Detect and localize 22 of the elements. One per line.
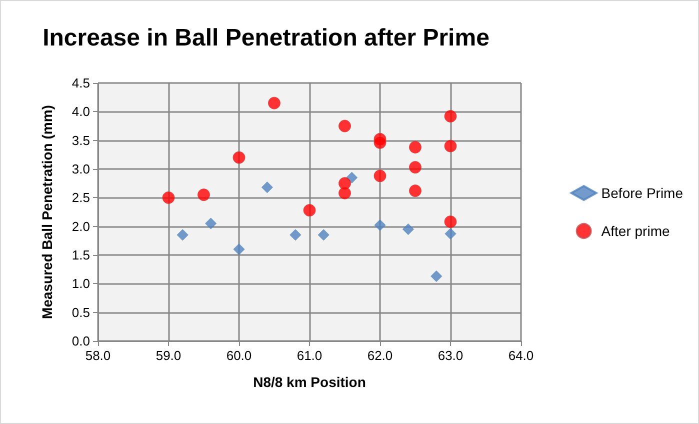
chart-title: Increase in Ball Penetration after Prime (42, 24, 490, 52)
y-axis-title: Measured Ball Penetration (mm) (39, 105, 55, 319)
x-tick-label: 59.0 (156, 348, 182, 363)
y-tick-label: 0.0 (72, 334, 90, 348)
y-tick-label: 1.0 (72, 276, 90, 292)
y-tick-label: 4.5 (72, 76, 90, 90)
legend-label: Before Prime (601, 185, 684, 201)
y-tick-label: 2.5 (72, 190, 90, 206)
y-tick-label: 0.5 (72, 304, 90, 320)
y-tick-label: 3.5 (72, 132, 90, 148)
x-tick-label: 58.0 (85, 348, 111, 363)
x-tick-label: 61.0 (296, 348, 322, 363)
x-tick-label: 64.0 (508, 348, 534, 363)
y-tick-label: 1.5 (72, 248, 90, 262)
y-tick-label: 3.0 (72, 162, 90, 176)
x-axis-title: N8/8 km Position (253, 374, 366, 390)
legend-label: After prime (601, 223, 670, 239)
x-tick-label: 60.0 (226, 348, 252, 363)
x-tick-label: 63.0 (438, 348, 464, 363)
x-tick-label: 62.0 (367, 348, 393, 363)
y-tick-label: 4.0 (72, 104, 90, 120)
y-tick-label: 2.0 (72, 218, 90, 234)
